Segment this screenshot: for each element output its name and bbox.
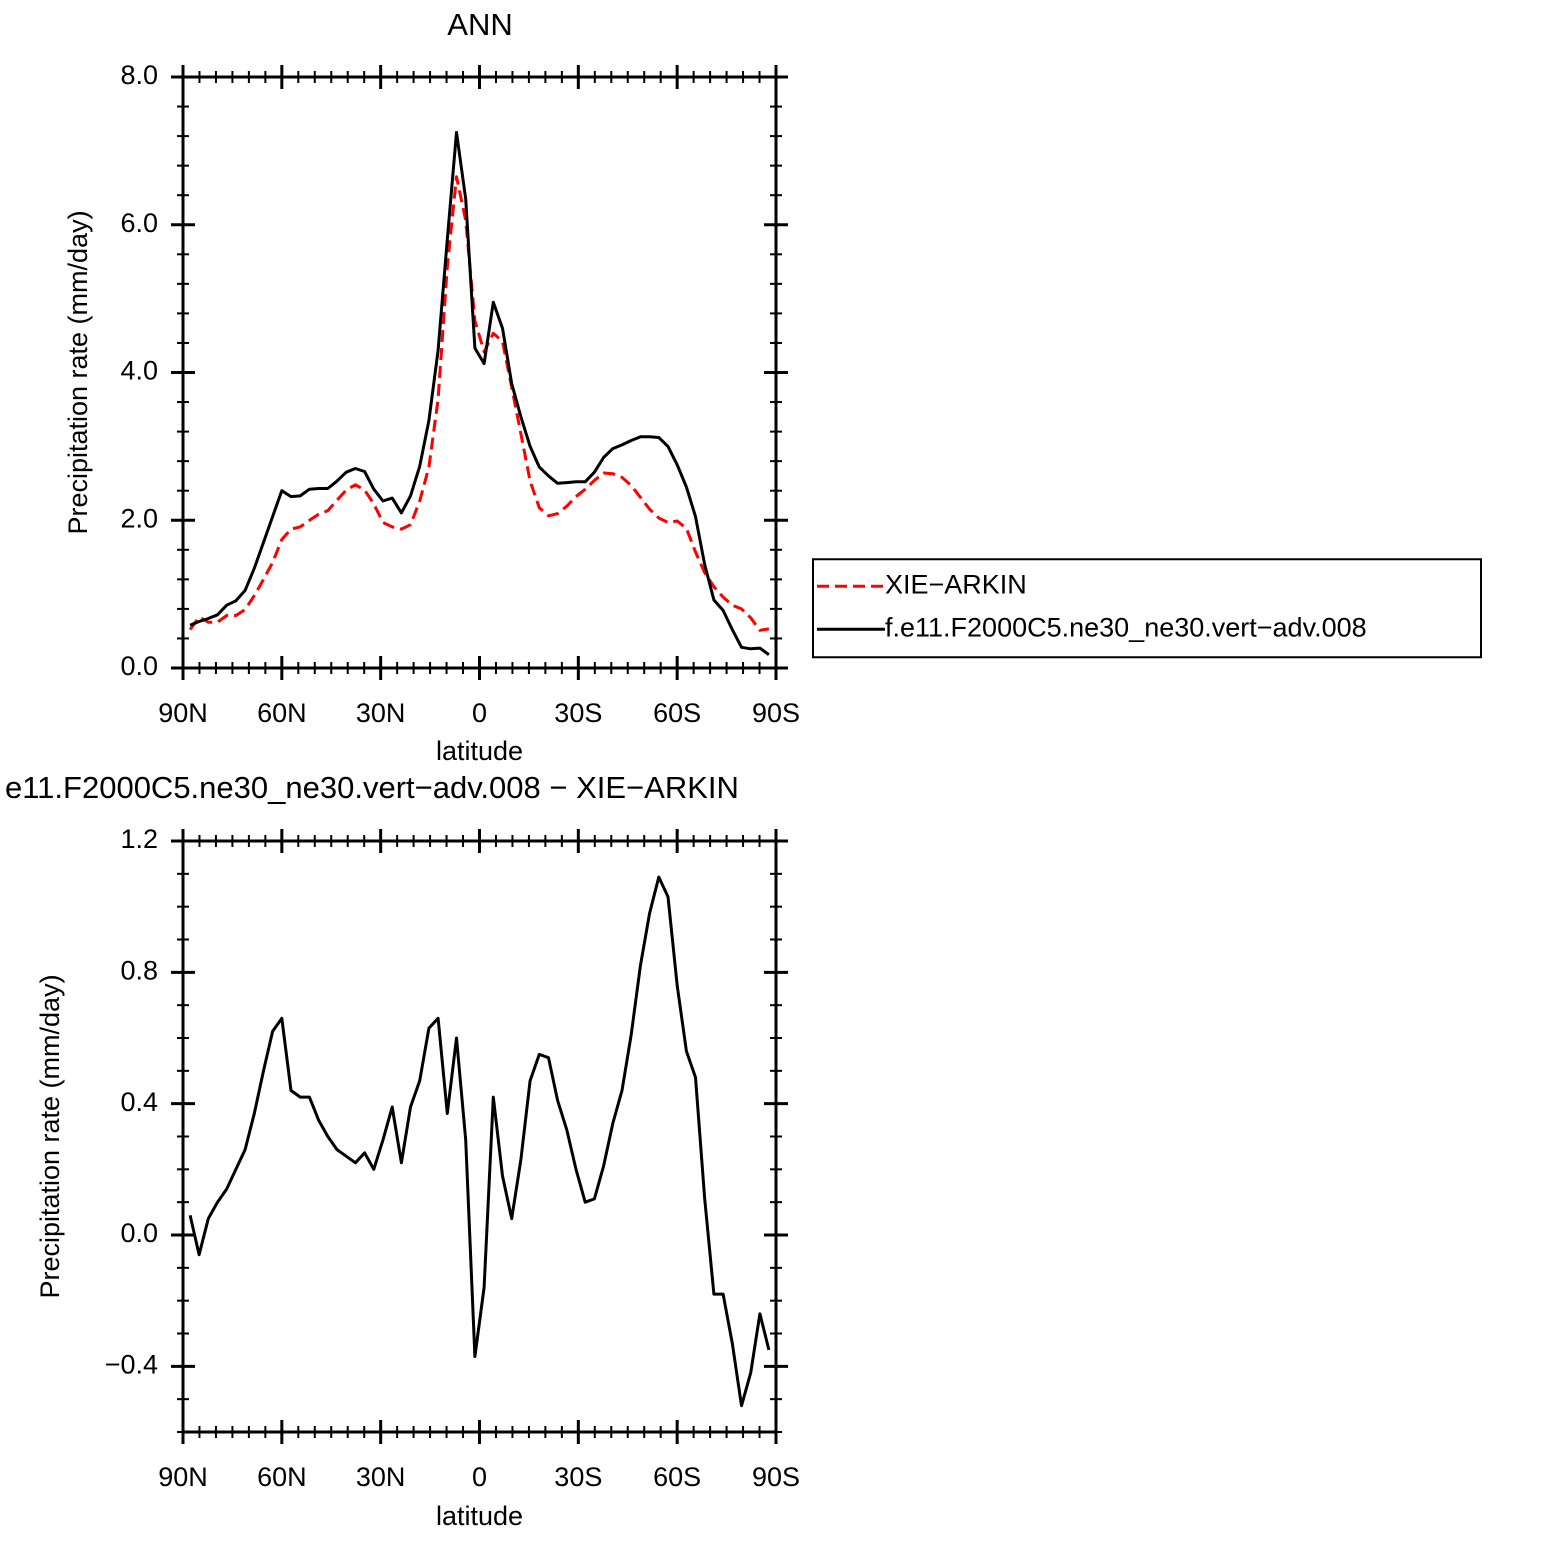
data-line	[188, 875, 771, 1408]
data-line	[189, 130, 770, 656]
x-tick-label: 0	[472, 1462, 487, 1492]
x-tick-label: 30S	[554, 1462, 602, 1492]
data-line	[188, 175, 770, 632]
chart-title: ANN	[447, 7, 512, 42]
legend-label: f.e11.F2000C5.ne30_ne30.vert−adv.008	[885, 612, 1367, 642]
x-tick-label: 0	[472, 698, 487, 728]
x-tick-label: 60S	[653, 698, 701, 728]
y-tick-label: 4.0	[120, 356, 158, 386]
plot-frame	[181, 75, 778, 670]
x-axis-label: latitude	[436, 1501, 523, 1531]
x-axis-label: latitude	[436, 736, 523, 766]
y-tick-label: 8.0	[120, 60, 158, 90]
y-tick-label: 1.2	[120, 824, 158, 854]
legend-label: XIE−ARKIN	[885, 569, 1027, 599]
x-tick-label: 60N	[257, 698, 307, 728]
legend-box	[812, 558, 1482, 659]
y-tick-label: 0.8	[120, 955, 158, 985]
x-tick-label: 30N	[356, 1462, 406, 1492]
y-axis-label: Precipitation rate (mm/day)	[63, 210, 93, 534]
plot-frame	[181, 839, 778, 1434]
y-tick-label: 2.0	[120, 503, 158, 533]
y-tick-label: 0.0	[120, 651, 158, 681]
y-tick-label: 0.0	[120, 1218, 158, 1248]
x-tick-label: 60N	[257, 1462, 307, 1492]
x-tick-label: 90N	[158, 1462, 208, 1492]
x-tick-label: 30S	[554, 698, 602, 728]
x-tick-label: 30N	[356, 698, 406, 728]
x-tick-label: 90N	[158, 698, 208, 728]
chart-title: e11.F2000C5.ne30_ne30.vert−adv.008 − XIE…	[5, 770, 739, 805]
y-tick-label: 6.0	[120, 208, 158, 238]
x-tick-label: 90S	[752, 698, 800, 728]
y-axis-label: Precipitation rate (mm/day)	[35, 974, 65, 1298]
x-tick-label: 90S	[752, 1462, 800, 1492]
y-tick-label: −0.4	[105, 1349, 158, 1379]
x-tick-label: 60S	[653, 1462, 701, 1492]
y-tick-label: 0.4	[120, 1087, 158, 1117]
